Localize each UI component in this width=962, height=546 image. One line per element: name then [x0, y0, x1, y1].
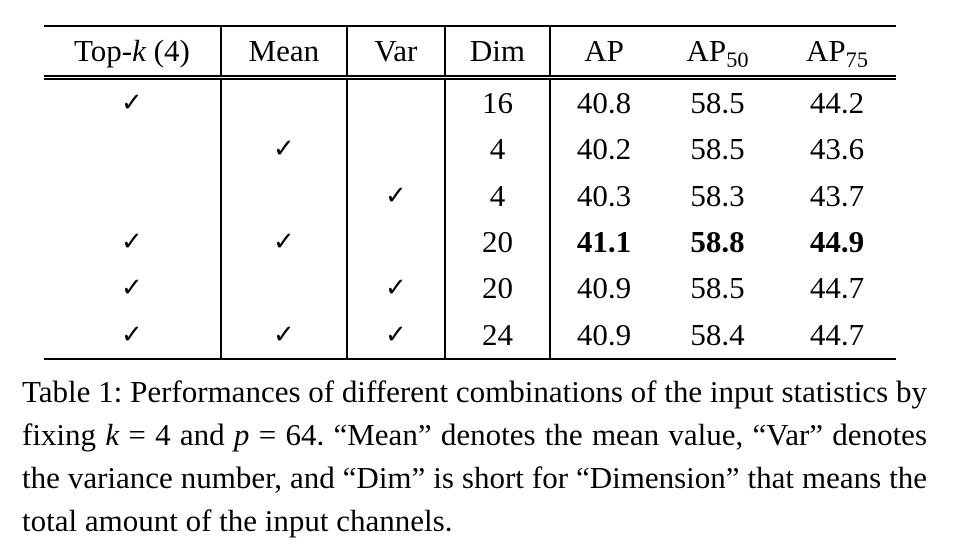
cell-ap75: 44.7 — [809, 316, 865, 352]
cell-var: ✓ — [346, 172, 446, 219]
table-row: ✓ 4 40.2 58.5 43.6 — [44, 126, 896, 173]
cell-ap50: 58.5 — [690, 131, 745, 167]
header-ap75: AP75 — [778, 26, 896, 78]
cell-var: ✓ — [346, 265, 446, 312]
header-ap50-base: AP — [686, 33, 727, 68]
table-body: ✓ 16 40.8 58.5 44.2 ✓ 4 40.2 58.5 43.6 — [44, 77, 896, 359]
cell-topk: ✓ — [44, 265, 222, 312]
cell-mean: ✓ — [220, 126, 348, 173]
cell-dim: 20 — [444, 265, 552, 312]
caption-math-k: k — [105, 417, 120, 452]
cell-mean — [220, 172, 348, 219]
cell-mean — [220, 265, 348, 312]
cell-ap: 40.3 — [576, 177, 632, 213]
cell-dim: 4 — [444, 172, 552, 219]
cell-dim: 4 — [444, 126, 552, 173]
header-mean: Mean — [220, 26, 348, 78]
cell-ap: 40.9 — [576, 316, 632, 352]
table-row-best: ✓ ✓ 20 41.1 58.8 44.9 — [44, 218, 896, 266]
header-ap50-sub: 50 — [726, 47, 749, 73]
cell-topk — [44, 172, 222, 219]
cell-ap: 40.8 — [576, 85, 632, 121]
cell-topk: ✓ — [44, 311, 222, 359]
cell-ap50: 58.4 — [690, 316, 745, 352]
cell-ap75: 43.6 — [809, 131, 865, 167]
cell-topk — [44, 126, 222, 173]
header-ap75-sub: 75 — [845, 47, 868, 73]
table-row: ✓ ✓ 20 40.9 58.5 44.7 — [44, 265, 896, 312]
caption-math-p: p — [233, 417, 250, 452]
cell-mean: ✓ — [220, 218, 348, 266]
cell-var — [346, 218, 446, 266]
cell-ap: 40.2 — [576, 131, 632, 167]
header-ap75-base: AP — [806, 33, 846, 68]
cell-topk: ✓ — [44, 77, 222, 127]
caption-text-2: and — [170, 417, 234, 452]
caption-text-3: . “Mean” denotes the mean value, “Var” d… — [22, 417, 928, 538]
header-dim: Dim — [444, 26, 552, 78]
results-table: Top-k (4) Mean Var Dim AP AP50 AP75 ✓ 16… — [44, 25, 896, 360]
cell-dim: 20 — [444, 218, 552, 266]
cell-ap: 40.9 — [576, 270, 632, 306]
header-ap50: AP50 — [657, 26, 778, 78]
header-topk-prefix: Top- — [74, 33, 133, 68]
caption-label: Table 1: — [22, 374, 123, 409]
cell-ap50: 58.3 — [690, 177, 745, 213]
caption-eq-1: = 4 — [119, 417, 171, 452]
cell-var: ✓ — [346, 311, 446, 359]
header-topk: Top-k (4) — [44, 26, 222, 78]
cell-ap: 41.1 — [576, 224, 632, 260]
table-row: ✓ ✓ ✓ 24 40.9 58.4 44.7 — [44, 311, 896, 359]
cell-ap50: 58.5 — [690, 85, 745, 121]
table-row: ✓ 4 40.3 58.3 43.7 — [44, 172, 896, 219]
table-header-row: Top-k (4) Mean Var Dim AP AP50 AP75 — [44, 26, 896, 78]
header-topk-suffix: (4) — [145, 33, 190, 68]
cell-var — [346, 126, 446, 173]
header-var: Var — [346, 26, 446, 78]
cell-ap75: 44.9 — [809, 224, 865, 260]
header-topk-var: k — [132, 33, 146, 68]
cell-mean — [220, 77, 348, 127]
cell-ap75: 44.2 — [809, 85, 865, 121]
table-row: ✓ 16 40.8 58.5 44.2 — [44, 77, 896, 127]
cell-ap75: 43.7 — [809, 177, 865, 213]
cell-dim: 24 — [444, 311, 552, 359]
table-caption: Table 1: Performances of different combi… — [22, 370, 927, 542]
caption-text-1: Performances of different combinations o… — [22, 374, 928, 452]
cell-ap50: 58.5 — [690, 270, 745, 306]
caption-eq-2: = 64 — [249, 417, 317, 452]
cell-topk: ✓ — [44, 218, 222, 266]
cell-var — [346, 77, 446, 127]
cell-ap75: 44.7 — [809, 270, 865, 306]
cell-dim: 16 — [444, 77, 552, 127]
header-ap: AP — [584, 33, 624, 68]
results-table-container: Top-k (4) Mean Var Dim AP AP50 AP75 ✓ 16… — [44, 25, 896, 360]
cell-ap50: 58.8 — [690, 224, 745, 260]
cell-mean: ✓ — [220, 311, 348, 359]
